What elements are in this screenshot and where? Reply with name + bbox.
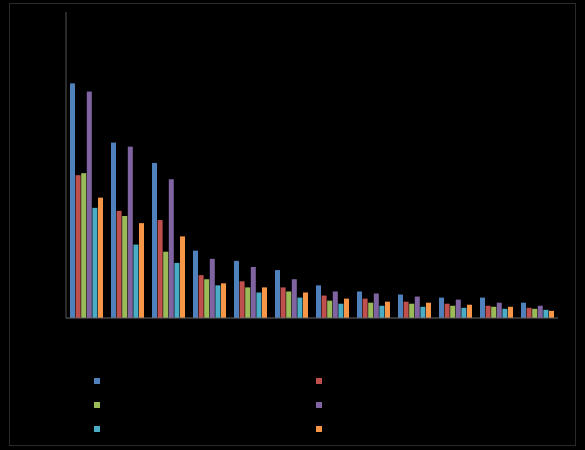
bar-s4-c3 [168, 179, 174, 318]
bar-s3-c9 [409, 303, 415, 318]
bar-s2-c10 [444, 303, 450, 318]
bar-s5-c8 [379, 305, 385, 318]
bar-s6-c2 [139, 223, 144, 318]
bar-s6-c7 [344, 298, 349, 318]
legend-marker-s5 [94, 426, 100, 432]
bar-s4-c8 [373, 293, 379, 318]
bar-s2-c2 [116, 210, 122, 318]
bar-s5-c12 [543, 309, 549, 318]
bar-s3-c6 [286, 291, 292, 318]
bar-s6-c8 [385, 301, 390, 318]
bar-s2-c11 [485, 305, 491, 318]
bar-s3-c1 [81, 173, 87, 318]
bar-s2-c7 [321, 295, 327, 318]
bar-s3-c3 [163, 251, 169, 318]
bar-s6-c1 [98, 197, 103, 318]
bar-s1-c8 [357, 291, 362, 318]
bar-s2-c8 [362, 298, 368, 318]
bars-group [70, 83, 554, 319]
bar-s5-c5 [256, 292, 262, 318]
bar-s1-c11 [480, 297, 485, 318]
legend-marker-s1 [94, 378, 100, 384]
bar-s4-c11 [496, 302, 502, 318]
bar-s3-c4 [204, 279, 210, 318]
bar-s4-c10 [455, 299, 461, 318]
bar-s1-c6 [275, 270, 280, 318]
bar-s1-c5 [234, 260, 239, 318]
bar-s6-c3 [180, 236, 185, 318]
bar-s5-c11 [502, 308, 508, 318]
bar-s1-c4 [193, 250, 198, 318]
legend-marker-s3 [94, 402, 100, 408]
bar-s4-c5 [250, 267, 256, 318]
bar-s5-c1 [92, 207, 98, 318]
bar-s2-c4 [198, 275, 204, 318]
bar-s4-c2 [127, 146, 133, 318]
bar-s3-c12 [532, 308, 538, 318]
bar-s1-c10 [439, 297, 444, 318]
bar-s2-c9 [403, 301, 409, 318]
bar-s4-c6 [291, 279, 297, 318]
bar-s3-c7 [327, 300, 333, 318]
bar-s3-c8 [368, 302, 374, 318]
bar-s3-c10 [450, 305, 456, 318]
bar-s1-c3 [152, 162, 157, 318]
bar-s6-c10 [467, 304, 472, 318]
bar-s3-c11 [491, 306, 497, 318]
bar-s1-c12 [521, 302, 526, 318]
bar-s5-c10 [461, 307, 467, 318]
bar-s4-c12 [537, 305, 543, 318]
bar-s5-c4 [215, 285, 221, 318]
bar-s1-c7 [316, 285, 321, 318]
bar-s2-c3 [157, 220, 163, 318]
bar-s3-c2 [122, 216, 128, 318]
chart-border [9, 3, 576, 446]
bar-s2-c12 [526, 307, 532, 318]
bar-s6-c11 [508, 306, 513, 318]
bar-s5-c2 [133, 244, 139, 318]
bar-s4-c4 [209, 258, 215, 318]
bar-s2-c5 [239, 281, 245, 318]
bar-s4-c1 [86, 91, 92, 318]
bar-s4-c7 [332, 291, 338, 318]
bar-s2-c6 [280, 287, 286, 318]
bar-s1-c9 [398, 294, 403, 318]
bar-s5-c7 [338, 303, 344, 318]
bar-s6-c9 [426, 302, 431, 318]
bar-s4-c9 [414, 296, 420, 318]
legend-marker-s6 [316, 426, 322, 432]
bar-s3-c5 [245, 287, 251, 318]
bar-s5-c6 [297, 297, 303, 318]
bar-s1-c1 [70, 83, 75, 319]
bar-s6-c12 [549, 310, 554, 318]
legend-marker-s4 [316, 402, 322, 408]
bar-s1-c2 [111, 142, 116, 318]
bar-s2-c1 [75, 175, 81, 318]
bar-s6-c5 [262, 287, 267, 318]
bar-s6-c6 [303, 292, 308, 318]
bar-s5-c3 [174, 262, 180, 318]
legend [94, 378, 322, 432]
legend-marker-s2 [316, 378, 322, 384]
bar-s6-c4 [221, 283, 226, 318]
bar-s5-c9 [420, 306, 426, 318]
